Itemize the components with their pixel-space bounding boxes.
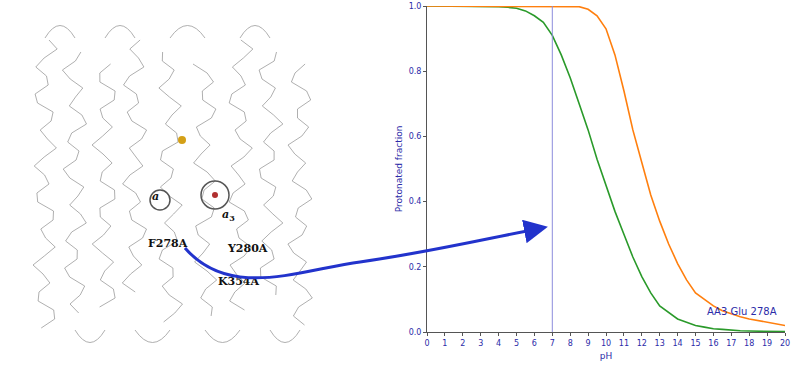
svg-text:0.2: 0.2 (409, 263, 422, 272)
svg-text:12: 12 (637, 339, 647, 348)
svg-text:7: 7 (550, 339, 555, 348)
svg-text:4: 4 (496, 339, 501, 348)
svg-text:0.0: 0.0 (409, 328, 422, 337)
svg-text:2: 2 (460, 339, 465, 348)
svg-text:17: 17 (726, 339, 736, 348)
svg-text:Y280A: Y280A (227, 242, 268, 255)
svg-text:a: a (152, 190, 159, 203)
svg-text:1: 1 (442, 339, 447, 348)
svg-text:a3: a3 (222, 208, 235, 223)
svg-text:19: 19 (762, 339, 772, 348)
svg-text:0.8: 0.8 (409, 67, 422, 76)
svg-text:Protonated fraction: Protonated fraction (394, 126, 404, 213)
svg-text:13: 13 (655, 339, 665, 348)
svg-text:20: 20 (780, 339, 790, 348)
svg-text:AA3 Glu 278A: AA3 Glu 278A (707, 306, 777, 317)
svg-text:11: 11 (619, 339, 629, 348)
svg-text:18: 18 (744, 339, 754, 348)
svg-text:5: 5 (514, 339, 519, 348)
svg-text:F278A: F278A (148, 237, 188, 250)
svg-text:8: 8 (568, 339, 573, 348)
svg-text:15: 15 (690, 339, 700, 348)
svg-text:0.6: 0.6 (409, 132, 422, 141)
svg-text:10: 10 (601, 339, 611, 348)
svg-text:9: 9 (586, 339, 591, 348)
svg-text:3: 3 (478, 339, 483, 348)
svg-text:K354A: K354A (218, 275, 260, 288)
svg-text:16: 16 (708, 339, 718, 348)
svg-text:0.4: 0.4 (409, 197, 422, 206)
svg-text:1.0: 1.0 (409, 2, 422, 11)
svg-text:14: 14 (673, 339, 683, 348)
svg-text:pH: pH (600, 351, 612, 361)
svg-text:6: 6 (532, 339, 537, 348)
svg-text:0: 0 (424, 339, 429, 348)
